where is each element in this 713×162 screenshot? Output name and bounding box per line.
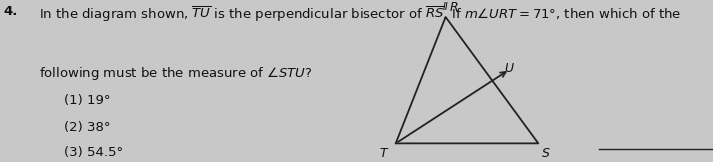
Text: (1) 19°: (1) 19° bbox=[64, 94, 111, 107]
Text: S: S bbox=[542, 147, 550, 160]
Text: 4.: 4. bbox=[4, 5, 18, 18]
Text: In the diagram shown, $\overline{TU}$ is the perpendicular bisector of $\overlin: In the diagram shown, $\overline{TU}$ is… bbox=[39, 5, 682, 24]
Text: following must be the measure of $\angle STU$?: following must be the measure of $\angle… bbox=[39, 65, 313, 82]
Text: (3) 54.5°: (3) 54.5° bbox=[64, 146, 123, 159]
Text: U: U bbox=[504, 62, 513, 75]
Text: R: R bbox=[449, 1, 458, 14]
Text: (2) 38°: (2) 38° bbox=[64, 122, 111, 134]
Text: II: II bbox=[443, 2, 448, 12]
Text: T: T bbox=[379, 147, 386, 160]
